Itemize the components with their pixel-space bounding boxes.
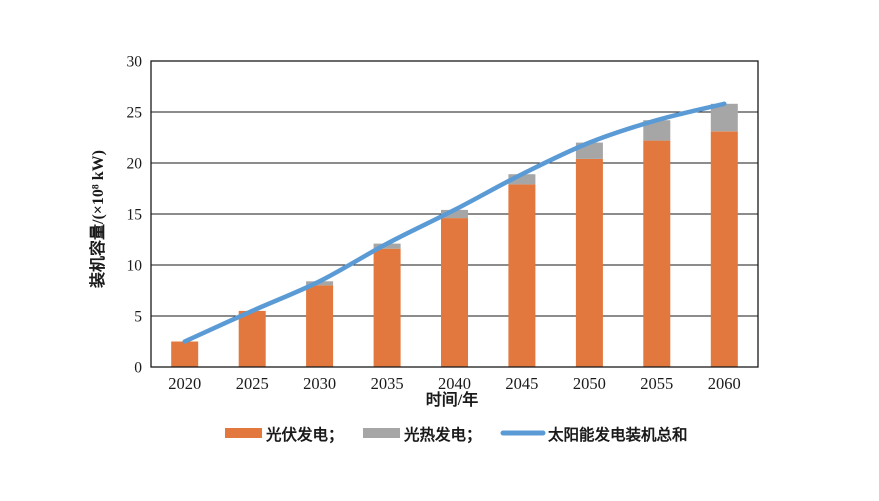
x-tick-label: 2030	[303, 374, 336, 393]
x-tick-label: 2045	[505, 374, 538, 393]
y-tick-label: 5	[134, 309, 142, 326]
bar-segment-csp	[373, 243, 401, 249]
bar-segment-csp	[441, 209, 468, 219]
bar-segment-pv	[171, 341, 199, 367]
bar-segment-csp	[643, 120, 671, 141]
y-tick-label: 0	[134, 360, 142, 377]
x-tick-label: 2055	[640, 374, 673, 393]
x-tick-label: 2050	[573, 374, 606, 393]
bar-segment-pv	[306, 285, 334, 367]
x-tick-label: 2035	[371, 374, 404, 393]
legend: 光伏发电； 光热发电； 太阳能发电装机总和	[225, 425, 688, 444]
bar-segment-pv	[710, 131, 738, 367]
bar-segment-pv	[643, 140, 671, 367]
legend-swatch-pv-icon	[225, 428, 262, 438]
x-tick-label: 2060	[708, 374, 741, 393]
y-tick-label: 15	[127, 207, 143, 224]
bar-segment-pv	[575, 158, 603, 367]
bar-segment-pv	[441, 218, 468, 367]
legend-label-pv: 光伏发电；	[265, 425, 344, 444]
legend-swatch-csp-icon	[363, 428, 400, 438]
y-axis-title: 装机容量/(×10⁸ kW)	[88, 150, 107, 289]
legend-label-csp: 光热发电；	[403, 425, 482, 444]
bar-segment-csp	[710, 103, 738, 132]
plot-border	[150, 60, 759, 368]
total-line	[182, 101, 727, 344]
x-tick-label: 2020	[168, 374, 201, 393]
bar-segment-csp	[508, 174, 536, 185]
bar-segment-pv	[508, 184, 536, 367]
bar-segment-pv	[238, 310, 266, 367]
y-tick-label: 10	[127, 258, 143, 275]
y-tick-label: 30	[127, 54, 143, 71]
legend-label-total: 太阳能发电装机总和	[548, 425, 688, 444]
y-tick-label: 20	[127, 156, 143, 173]
x-axis-title: 时间/年	[426, 390, 478, 409]
x-tick-label: 2025	[236, 374, 269, 393]
bar-segment-pv	[373, 248, 401, 367]
x-tick-label: 2040	[438, 374, 471, 393]
y-tick-label: 25	[127, 105, 143, 122]
